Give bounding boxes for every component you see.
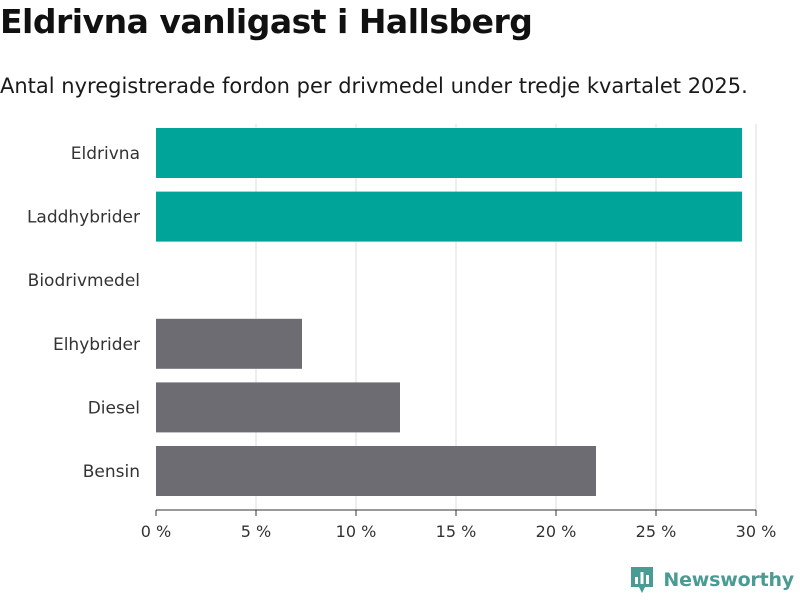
category-label: Diesel (88, 398, 140, 418)
bar-elhybrider (156, 318, 302, 369)
x-tick-label: 0 % (141, 522, 171, 541)
bar-bensin (156, 446, 596, 496)
brand-name: Newsworthy (663, 569, 794, 591)
newsworthy-logo: Newsworthy (629, 565, 794, 595)
x-tick-label: 25 % (636, 522, 677, 541)
x-tick-label: 15 % (436, 522, 477, 541)
x-tick-label: 5 % (241, 522, 271, 541)
bar-chart: Eldrivna Laddhybrider Biodrivmedel Elhybrid… (27, 124, 777, 541)
x-tick-label: 10 % (336, 522, 377, 541)
chart-title: Eldrivna vanligast i Hallsberg (0, 2, 533, 41)
bar-laddhybrider (156, 191, 742, 242)
category-label: Biodrivmedel (28, 271, 140, 291)
category-label: Bensin (83, 462, 140, 482)
bar-diesel (156, 382, 400, 433)
chart-subtitle: Antal nyregistrerade fordon per drivmede… (0, 74, 748, 98)
x-tick-label: 30 % (736, 522, 777, 541)
category-label: Eldrivna (71, 144, 140, 164)
x-tick-label: 20 % (536, 522, 577, 541)
bar-eldrivna (156, 128, 742, 178)
bar-chart-icon (631, 567, 654, 593)
category-label: Laddhybrider (27, 208, 140, 228)
category-label: Elhybrider (53, 335, 140, 355)
